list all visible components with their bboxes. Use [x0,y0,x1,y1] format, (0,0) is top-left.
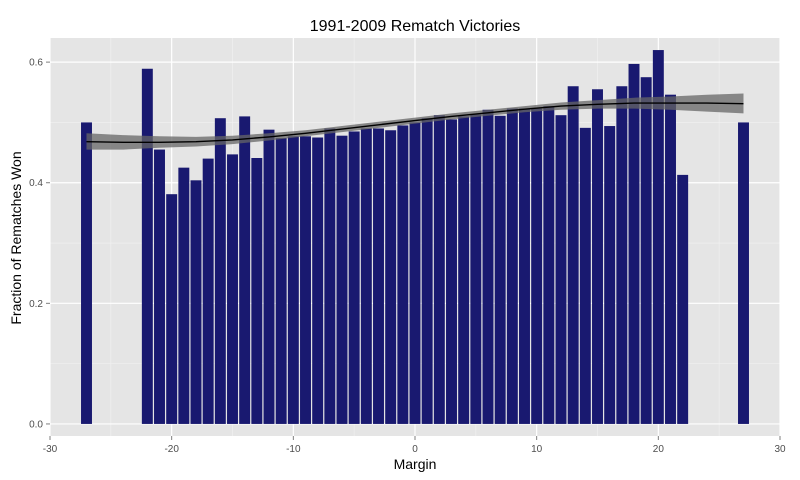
bar [482,109,494,424]
y-axis-title: Fraction of Rematches Won [8,151,24,324]
bar [458,116,470,424]
bar [738,122,749,424]
bar [263,129,275,424]
confidence-ribbon [86,93,744,150]
y-tick-label: 0.6 [29,58,43,69]
bar [360,128,372,424]
bar [324,128,336,424]
x-tick-label: -20 [164,444,179,455]
x-tick-label: 0 [412,444,418,455]
bar [373,128,384,424]
bar [555,115,567,424]
bar [628,63,640,424]
bar [287,136,299,424]
bar [494,115,506,424]
bar [543,106,555,424]
bars-layer [81,50,749,424]
bar [421,118,433,424]
bar [519,108,530,424]
x-axis-ticks: -30 -20 -10 0 10 20 30 [43,436,786,455]
bar [567,86,579,424]
bar [640,77,652,424]
bar [336,135,348,424]
x-tick-label: 30 [774,444,786,455]
bar [348,131,360,424]
bar [409,122,421,424]
bar [251,158,263,424]
y-axis-ticks: 0.0 0.2 0.4 0.6 [29,58,50,430]
bar [190,180,202,424]
bar [166,194,178,424]
x-tick-label: 10 [531,444,543,455]
bar [397,125,409,424]
bar [592,89,603,424]
bar [81,122,92,424]
bar [531,108,543,424]
x-tick-label: -30 [43,444,58,455]
bar [227,154,238,424]
bar [239,116,251,424]
bar [506,108,518,424]
bar [275,138,287,424]
y-tick-label: 0.2 [29,299,43,310]
x-tick-label: -10 [286,444,301,455]
bar [214,118,226,424]
bar [178,167,190,424]
bar [604,126,616,424]
x-axis-title: Margin [394,456,437,472]
y-tick-label: 0.0 [29,419,43,430]
bar [665,94,676,424]
bar [300,136,311,424]
bar [385,130,397,424]
bar [677,174,689,424]
x-tick-label: 20 [653,444,665,455]
bar [616,86,628,424]
bar [154,149,165,424]
chart-title: 1991-2009 Rematch Victories [310,18,521,35]
bar [579,127,591,424]
bar [652,50,664,424]
bar [470,114,482,424]
y-tick-label: 0.4 [29,178,43,189]
smooth-line [86,102,744,144]
smooth-line-layer [86,102,744,144]
bar [446,119,457,424]
smooth-ribbon-layer [86,93,744,150]
bar [141,68,153,424]
bar [433,115,445,424]
bar [202,158,214,424]
bar [312,137,324,424]
